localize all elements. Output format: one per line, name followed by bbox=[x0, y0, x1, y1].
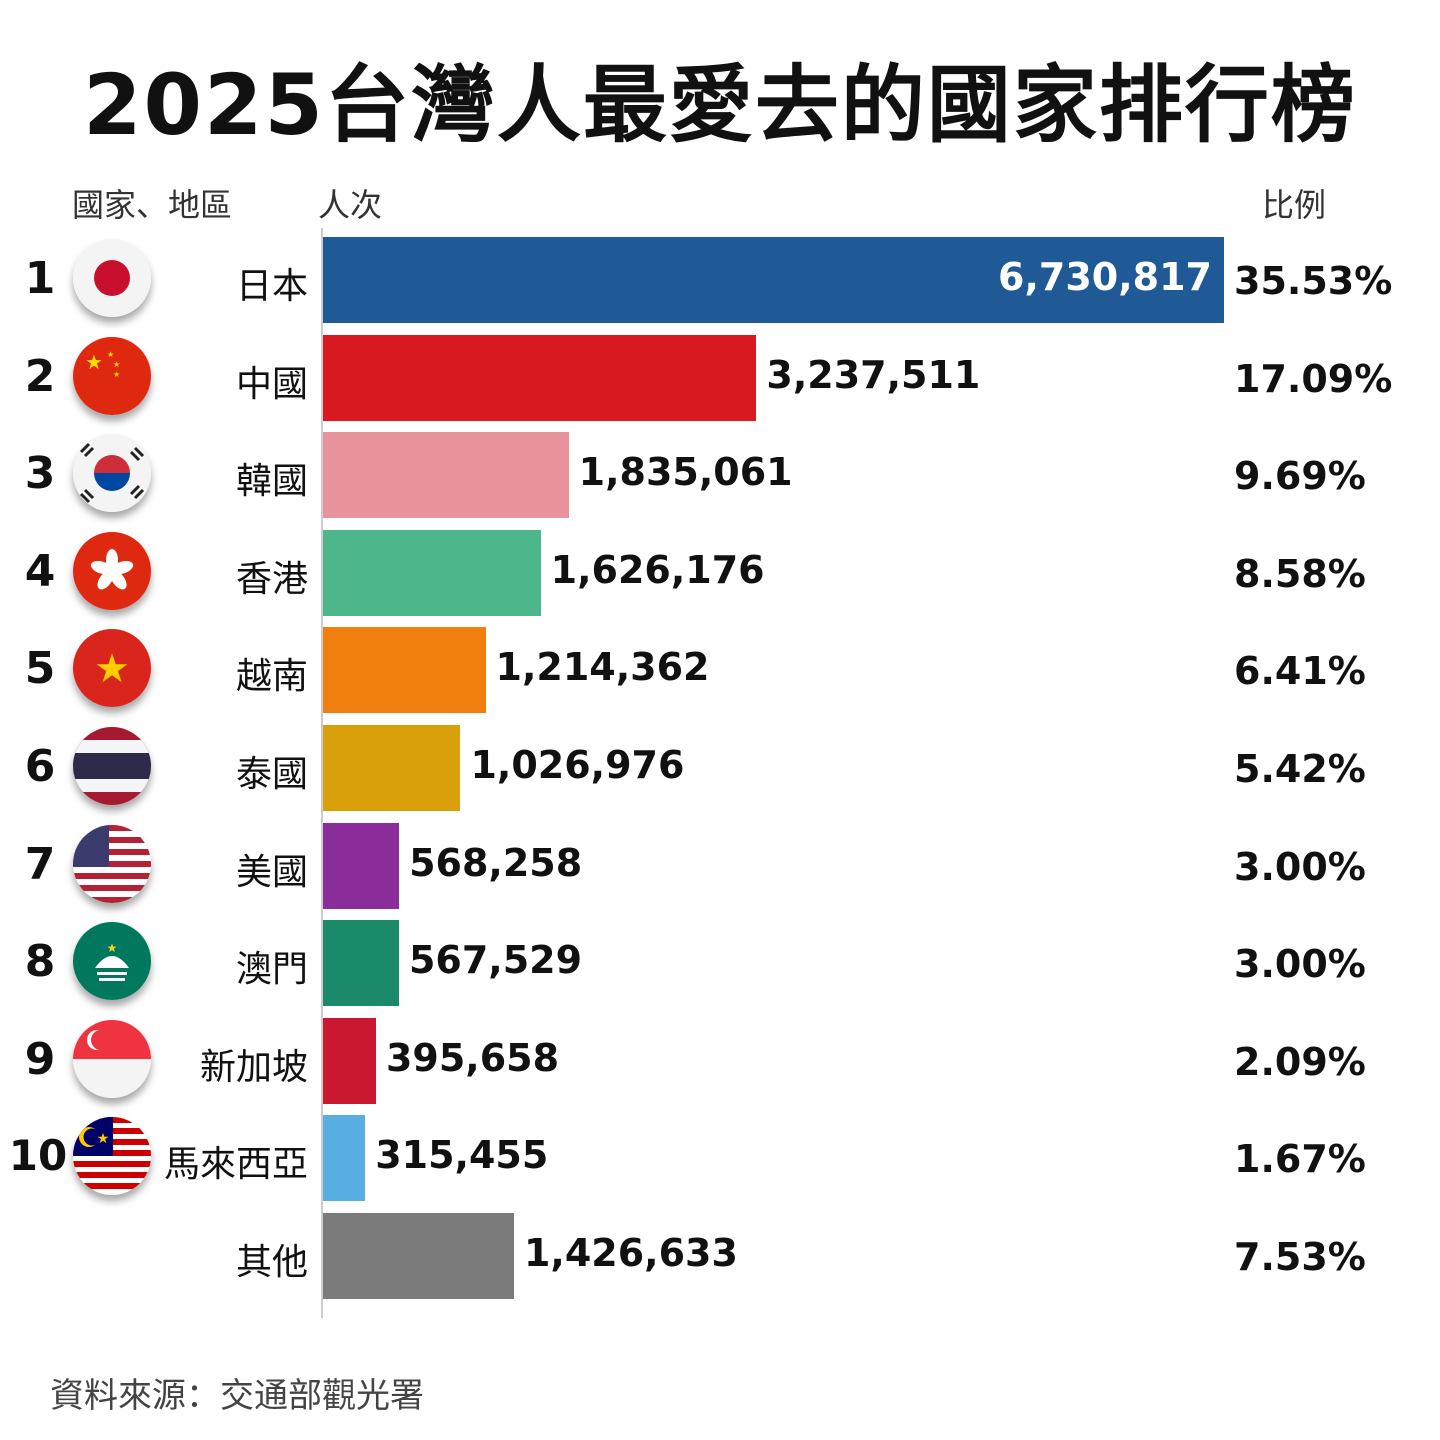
vietnam-flag-icon: ★ bbox=[73, 629, 151, 708]
category-label: 越南 bbox=[235, 656, 308, 698]
percent-label: 3.00% bbox=[1234, 844, 1366, 889]
percent-label: 9.69% bbox=[1234, 454, 1366, 499]
bar bbox=[323, 920, 399, 1007]
svg-text:★: ★ bbox=[113, 370, 120, 379]
japan-flag-icon bbox=[73, 239, 151, 317]
rank-label: 7 bbox=[24, 838, 56, 890]
percent-label: 2.09% bbox=[1234, 1039, 1366, 1084]
bar-row: 9 新加坡 395,658 2.09% bbox=[0, 1012, 1440, 1110]
percent-label: 1.67% bbox=[1234, 1137, 1366, 1182]
rank-label: 9 bbox=[24, 1033, 56, 1085]
value-label: 1,026,976 bbox=[470, 743, 685, 787]
macau-flag-icon: ★ bbox=[73, 922, 151, 1001]
category-label: 香港 bbox=[235, 558, 308, 600]
bar bbox=[323, 725, 461, 811]
svg-text:★: ★ bbox=[113, 360, 120, 369]
bar bbox=[323, 822, 400, 909]
value-label: 395,658 bbox=[385, 1035, 560, 1080]
bar bbox=[323, 237, 1224, 323]
rank-label: 4 bbox=[24, 545, 56, 597]
bar-row: 8 ★ 澳門 567,529 3.00% bbox=[0, 914, 1440, 1012]
rank-label: 5 bbox=[24, 643, 56, 695]
bar-row: 7 美國 568,258 3.00% bbox=[0, 817, 1440, 915]
value-label: 1,426,633 bbox=[523, 1231, 738, 1275]
svg-text:★: ★ bbox=[107, 941, 118, 955]
percent-label: 3.00% bbox=[1234, 942, 1366, 987]
category-label: 新加坡 bbox=[199, 1046, 308, 1088]
category-label: 美國 bbox=[235, 851, 308, 893]
thailand-flag-icon bbox=[73, 727, 151, 805]
bar-row: 2 ★ ★ ★ ★ 中國 3,237,511 17.09% bbox=[0, 329, 1440, 427]
percent-label: 35.53% bbox=[1234, 259, 1393, 303]
header-country: 國家、地區 bbox=[72, 186, 233, 224]
svg-text:★: ★ bbox=[85, 350, 103, 374]
y-axis-line bbox=[321, 228, 323, 1318]
value-label: 1,626,176 bbox=[550, 547, 765, 592]
rank-label: 3 bbox=[24, 448, 56, 500]
rank-label: 6 bbox=[24, 741, 56, 792]
category-label: 泰國 bbox=[235, 754, 308, 795]
percent-label: 5.42% bbox=[1234, 747, 1366, 791]
category-label: 中國 bbox=[235, 363, 308, 405]
percent-label: 8.58% bbox=[1234, 551, 1366, 596]
bar bbox=[323, 334, 757, 421]
bar-row: 4 香港 1,626,176 8.58% bbox=[0, 524, 1440, 622]
percent-label: 7.53% bbox=[1234, 1235, 1366, 1279]
category-label: 馬來西亞 bbox=[163, 1144, 308, 1186]
value-label: 568,258 bbox=[409, 840, 583, 885]
percent-label: 6.41% bbox=[1234, 649, 1366, 694]
rank-label: 1 bbox=[24, 253, 56, 304]
hongkong-flag-icon bbox=[73, 531, 151, 610]
value-label: 1,835,061 bbox=[578, 450, 793, 495]
rank-label: 2 bbox=[24, 350, 56, 402]
value-label: 315,455 bbox=[375, 1133, 549, 1178]
svg-text:★: ★ bbox=[107, 350, 114, 359]
category-label: 日本 bbox=[235, 266, 308, 307]
header-visits: 人次 bbox=[318, 186, 383, 224]
bar bbox=[323, 529, 541, 616]
bar bbox=[323, 432, 569, 519]
category-label: 韓國 bbox=[235, 461, 308, 503]
header-share: 比例 bbox=[1262, 186, 1327, 224]
singapore-flag-icon bbox=[73, 1019, 151, 1098]
svg-text:★: ★ bbox=[94, 646, 130, 692]
bar-row: 3 韓國 1,835,061 9.69% bbox=[0, 426, 1440, 524]
china-flag-icon: ★ ★ ★ ★ bbox=[73, 336, 151, 415]
korea-flag-icon bbox=[73, 434, 151, 513]
bar-row: 1 日本 6,730,817 35.53% bbox=[0, 231, 1440, 329]
chart-title: 2025台灣人最愛去的國家排行榜 bbox=[83, 56, 1357, 154]
bar bbox=[323, 627, 486, 714]
bar bbox=[323, 1017, 376, 1104]
bar bbox=[323, 1213, 514, 1299]
value-label: 3,237,511 bbox=[766, 352, 981, 397]
value-label: 6,730,817 bbox=[998, 255, 1212, 299]
usa-flag-icon bbox=[73, 824, 151, 903]
rank-label: 8 bbox=[24, 936, 56, 988]
category-label: 其他 bbox=[235, 1242, 308, 1283]
category-label: 澳門 bbox=[235, 949, 308, 991]
bar-row: 5 ★ 越南 1,214,362 6.41% bbox=[0, 621, 1440, 719]
bar-row: 6 泰國 1,026,976 5.42% bbox=[0, 719, 1440, 817]
value-label: 1,214,362 bbox=[495, 645, 710, 690]
bar-row: 其他 1,426,633 7.53% bbox=[0, 1207, 1440, 1305]
source-note: 資料來源：交通部觀光署 bbox=[50, 1376, 424, 1416]
bar-row: 10 ★ 馬來西亞 315,455 1.67% bbox=[0, 1109, 1440, 1207]
malaysia-flag-icon: ★ bbox=[73, 1117, 151, 1196]
rank-label: 10 bbox=[8, 1131, 68, 1181]
svg-text:★: ★ bbox=[97, 1131, 110, 1147]
percent-label: 17.09% bbox=[1234, 356, 1393, 401]
value-label: 567,529 bbox=[408, 938, 583, 983]
bar bbox=[323, 1115, 366, 1202]
